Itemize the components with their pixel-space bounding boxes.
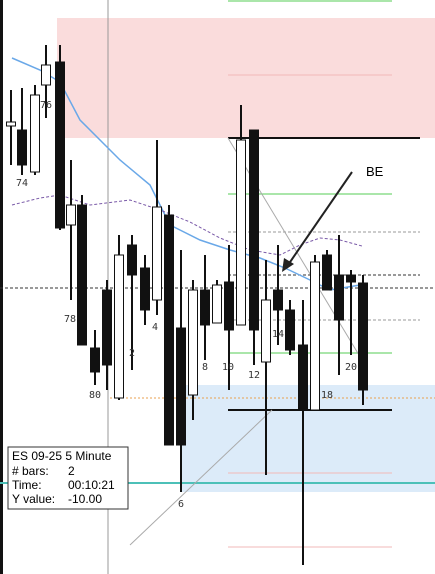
annotation-arrow (287, 171, 353, 266)
bar-label: 74 (16, 178, 28, 189)
candle-body (346, 274, 356, 283)
bar-label: 2 (129, 348, 135, 359)
annotation: BE (366, 164, 384, 179)
candle-body (188, 289, 198, 396)
candle-body (298, 344, 308, 411)
candle-body (285, 309, 295, 351)
bar-label: 76 (40, 100, 52, 111)
candle-body (249, 129, 259, 331)
candle-body (114, 254, 124, 399)
candle-body (41, 64, 51, 86)
candle-body (236, 139, 246, 326)
candle-body (273, 289, 283, 311)
candles (6, 45, 368, 565)
candle-body (77, 204, 87, 346)
candle-body (212, 284, 222, 324)
bar-label: 10 (222, 362, 234, 373)
candle-body (224, 281, 234, 331)
demand-zone (182, 385, 435, 492)
info-label: Time: (12, 478, 42, 492)
candle-body (261, 299, 271, 363)
info-label: # bars: (12, 464, 49, 478)
bar-label: 4 (152, 322, 158, 333)
candle-body (152, 206, 162, 301)
candle-body (358, 282, 368, 391)
info-box (7, 446, 129, 510)
info-title: ES 09-25 5 Minute (12, 449, 112, 463)
bar-label: 6 (178, 499, 184, 510)
bar-label: 80 (89, 390, 101, 401)
candle-body (140, 267, 150, 311)
bar-labels: 74 76 78 80 2 4 6 8 10 12 14 18 20 (16, 100, 357, 510)
left-edge (0, 0, 3, 574)
moving-average-2 (11, 194, 363, 256)
candle-body (17, 129, 27, 166)
candle-body (55, 61, 65, 229)
candle-body (200, 289, 210, 326)
info-label: Y value: (12, 492, 55, 506)
bar-label: 78 (64, 314, 76, 325)
candle-body (334, 274, 344, 321)
candle-body (102, 289, 112, 366)
bar-label: 12 (248, 370, 260, 381)
candle-body (127, 244, 137, 276)
candle-body (176, 327, 186, 446)
candle-body (322, 254, 332, 291)
info-value: 2 (68, 464, 75, 478)
candle-body (30, 94, 40, 173)
arrow-head (282, 258, 294, 272)
candle-body (90, 347, 100, 373)
candle-body (310, 261, 320, 411)
candle-body (164, 214, 174, 446)
candle-body (66, 204, 76, 226)
info-value: 00:10:21 (68, 478, 115, 492)
supply-zone (57, 18, 435, 138)
candle-body (6, 121, 16, 127)
info-value: -10.00 (68, 492, 102, 506)
bar-label: 14 (272, 329, 284, 340)
bar-label: 18 (321, 390, 333, 401)
bar-label: 8 (202, 362, 208, 373)
bar-label: 20 (345, 362, 357, 373)
